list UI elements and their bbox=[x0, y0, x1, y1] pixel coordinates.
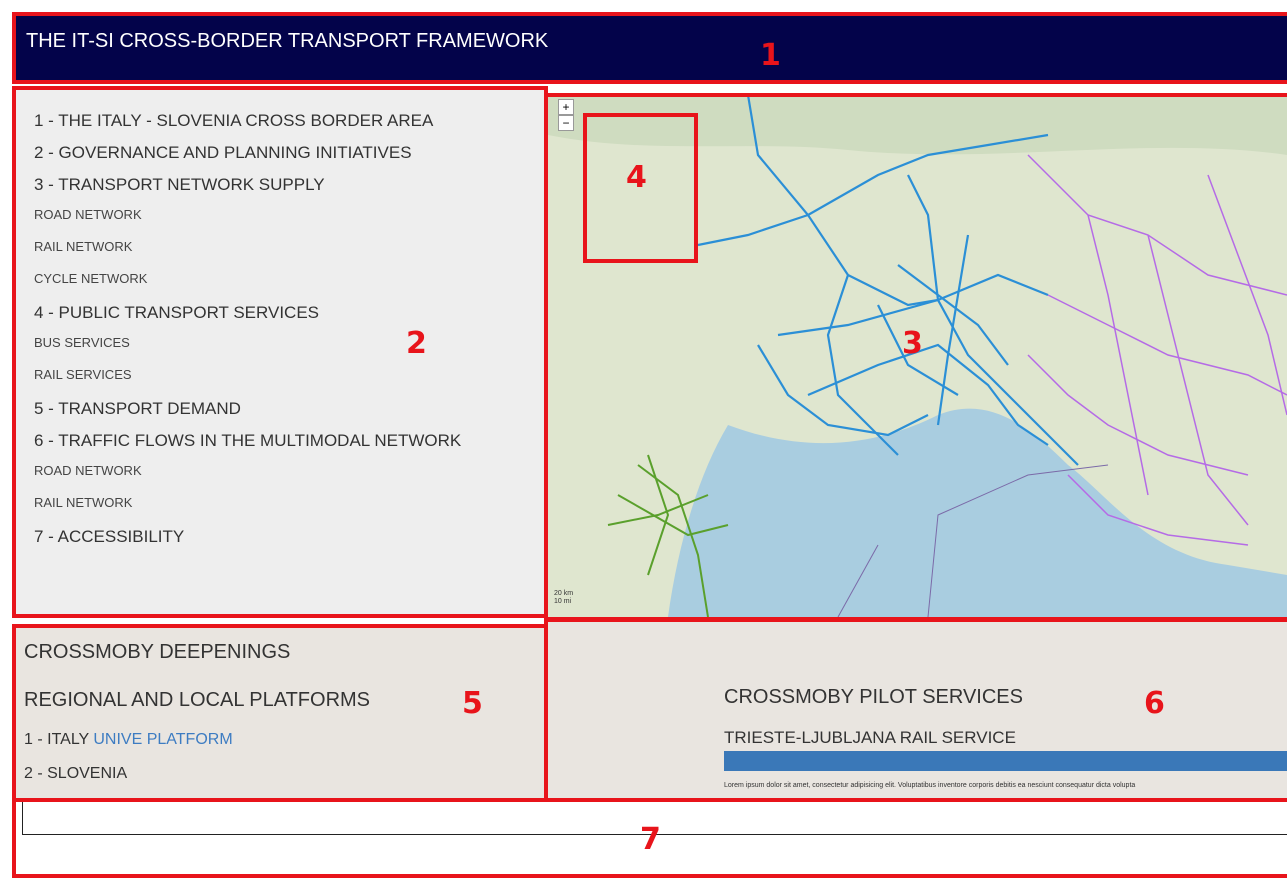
annotation: 7 bbox=[640, 822, 661, 857]
highlight-box bbox=[544, 618, 1287, 802]
highlight-box bbox=[12, 12, 1287, 84]
annotation: 6 bbox=[1144, 686, 1165, 721]
annotation: 4 bbox=[626, 160, 647, 195]
highlight-box bbox=[12, 86, 548, 618]
annotation: 3 bbox=[902, 326, 923, 361]
page: THE IT-SI CROSS-BORDER TRANSPORT FRAMEWO… bbox=[0, 0, 1287, 866]
annotation: 2 bbox=[406, 326, 427, 361]
annotation: 5 bbox=[462, 686, 483, 721]
annotation: 1 bbox=[760, 38, 781, 73]
